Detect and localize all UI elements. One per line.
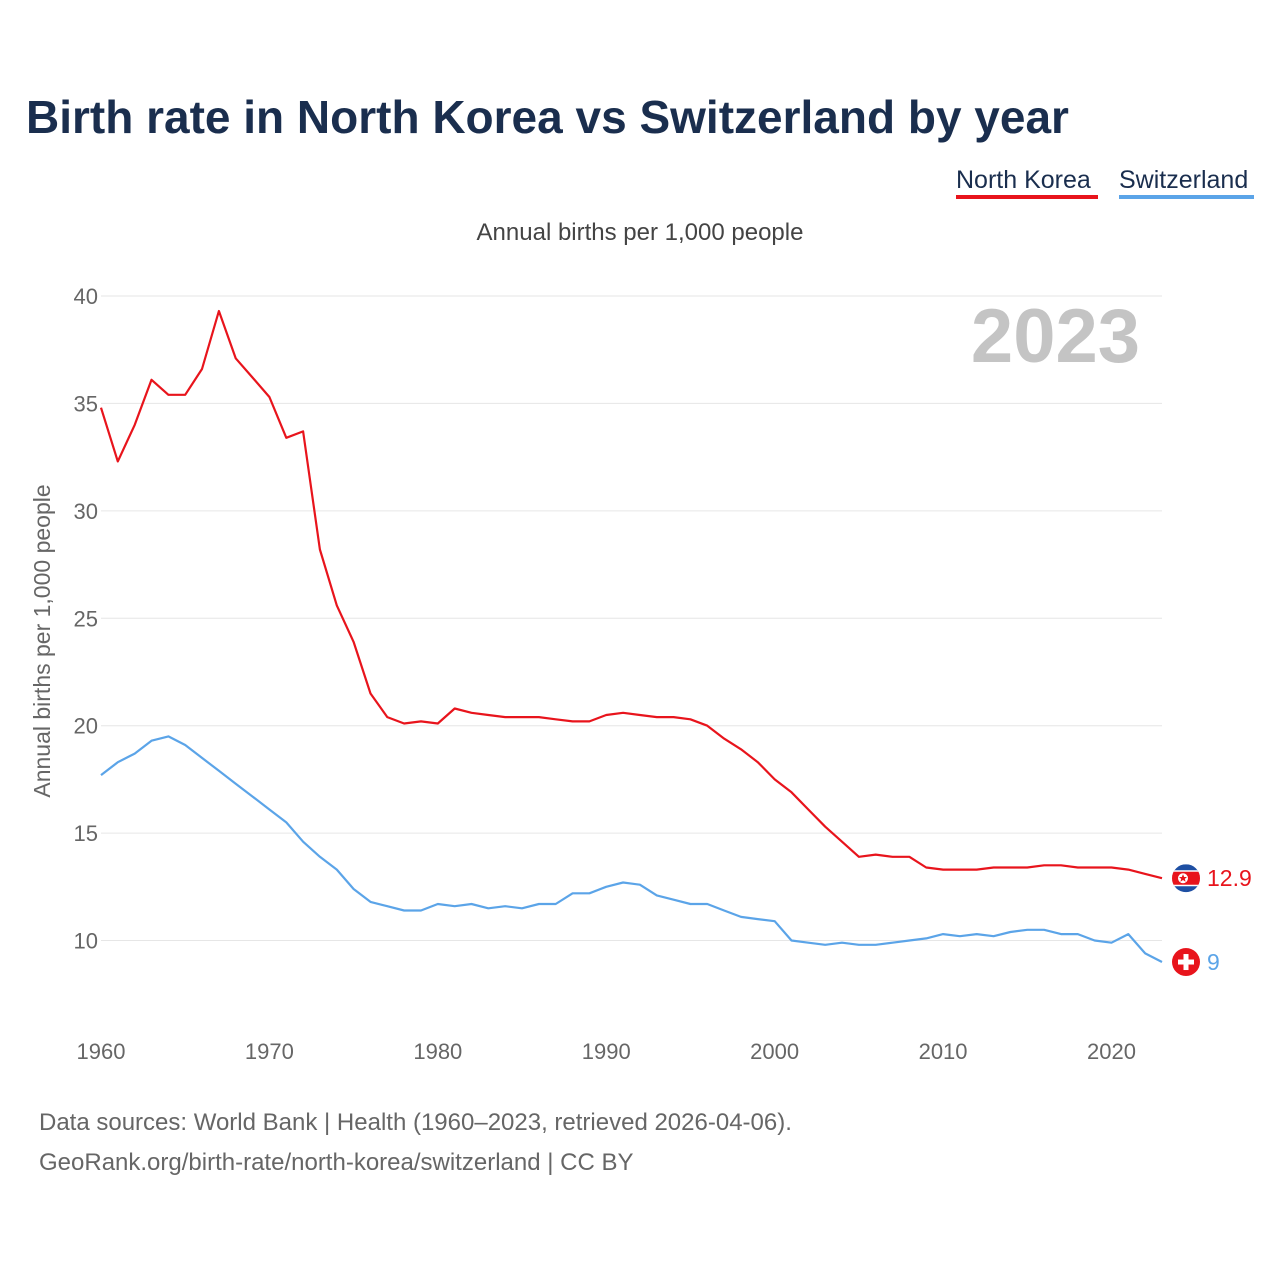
chart-subtitle: Annual births per 1,000 people: [477, 219, 804, 246]
switzerland-flag-icon: [1172, 948, 1200, 977]
x-tick-1990: 1990: [582, 1039, 631, 1064]
north-korea-flag-icon: [1172, 864, 1200, 893]
y-tick-15: 15: [74, 821, 98, 846]
legend: North Korea Switzerland: [956, 166, 1254, 199]
series-line-north-korea: [99, 309, 1163, 880]
x-axis-ticks: 1960 1970 1980 1990 2000 2010 2020: [77, 1039, 1136, 1064]
y-tick-10: 10: [74, 929, 98, 954]
source-line-1: Data sources: World Bank | Health (1960–…: [39, 1109, 792, 1136]
y-tick-30: 30: [74, 499, 98, 524]
legend-item-north-korea[interactable]: North Korea: [956, 166, 1091, 194]
series-lines: [99, 309, 1163, 963]
legend-item-switzerland[interactable]: Switzerland: [1119, 166, 1248, 194]
y-tick-25: 25: [74, 606, 98, 631]
source-line-2: GeoRank.org/birth-rate/north-korea/switz…: [39, 1149, 633, 1176]
y-tick-35: 35: [74, 391, 98, 416]
year-display: 2023: [971, 294, 1140, 379]
y-axis-ticks: 10 15 20 25 30 35 40: [74, 284, 98, 954]
x-tick-2010: 2010: [919, 1039, 968, 1064]
x-tick-1980: 1980: [413, 1039, 462, 1064]
end-value-switzerland: 9: [1207, 949, 1220, 975]
end-value-north-korea: 12.9: [1207, 865, 1252, 891]
y-axis-label: Annual births per 1,000 people: [29, 484, 55, 797]
x-tick-1970: 1970: [245, 1039, 294, 1064]
x-tick-1960: 1960: [77, 1039, 126, 1064]
gridlines: [101, 295, 1162, 942]
y-tick-40: 40: [74, 284, 98, 309]
series-line-switzerland: [100, 735, 1163, 963]
y-tick-20: 20: [74, 714, 98, 739]
chart-title: Birth rate in North Korea vs Switzerland…: [26, 91, 1069, 143]
x-tick-2000: 2000: [750, 1039, 799, 1064]
x-tick-2020: 2020: [1087, 1039, 1136, 1064]
